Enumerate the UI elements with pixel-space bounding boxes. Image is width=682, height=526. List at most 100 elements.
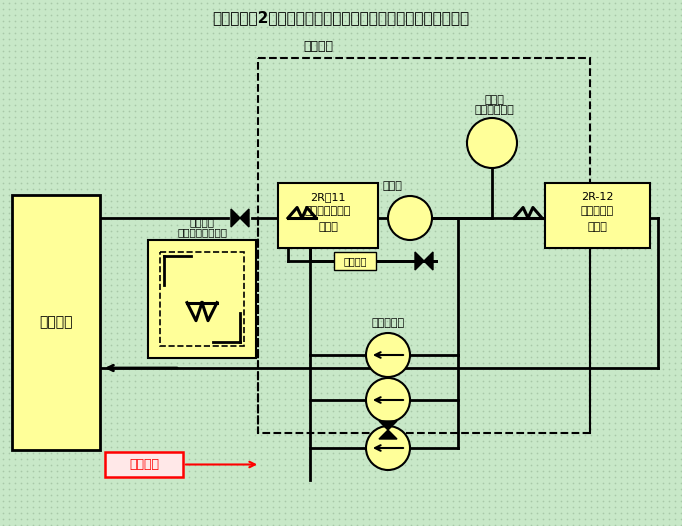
Point — [471, 269, 482, 277]
Point — [477, 497, 488, 505]
Point — [651, 197, 662, 205]
Point — [591, 41, 602, 49]
Point — [10, 269, 20, 277]
Point — [340, 263, 351, 271]
Point — [297, 479, 308, 487]
Point — [436, 23, 447, 31]
Point — [556, 11, 567, 19]
Point — [207, 119, 218, 127]
Point — [291, 197, 302, 205]
Point — [550, 461, 561, 469]
Point — [490, 371, 501, 379]
Point — [406, 161, 417, 169]
Point — [466, 131, 477, 139]
Point — [172, 335, 183, 343]
Point — [454, 95, 464, 103]
Point — [501, 35, 512, 43]
Point — [561, 509, 572, 517]
Point — [82, 17, 93, 25]
Point — [580, 149, 591, 157]
Point — [87, 215, 98, 223]
Point — [256, 329, 267, 337]
Point — [610, 191, 621, 199]
Point — [417, 479, 428, 487]
Point — [267, 209, 278, 217]
Point — [87, 497, 98, 505]
Point — [531, 365, 542, 373]
Point — [531, 263, 542, 271]
Point — [514, 329, 524, 337]
Point — [460, 263, 471, 271]
Point — [160, 155, 170, 163]
Point — [327, 503, 338, 511]
Point — [303, 377, 314, 385]
Point — [160, 137, 170, 145]
Point — [112, 383, 123, 391]
Point — [16, 233, 27, 241]
Point — [183, 233, 194, 241]
Point — [484, 377, 494, 385]
Point — [520, 0, 531, 7]
Point — [207, 209, 218, 217]
Point — [237, 335, 248, 343]
Point — [27, 299, 38, 307]
Point — [580, 479, 591, 487]
Point — [76, 149, 87, 157]
Point — [280, 347, 291, 355]
Point — [526, 311, 537, 319]
Point — [87, 329, 98, 337]
Point — [441, 491, 452, 499]
Point — [70, 119, 80, 127]
Point — [112, 341, 123, 349]
Point — [357, 371, 368, 379]
Point — [501, 83, 512, 91]
Point — [424, 509, 434, 517]
Point — [346, 407, 357, 415]
Point — [196, 119, 207, 127]
Point — [586, 521, 597, 526]
Point — [256, 71, 267, 79]
Point — [297, 467, 308, 475]
Point — [57, 449, 68, 457]
Point — [63, 29, 74, 37]
Point — [183, 59, 194, 67]
Point — [76, 317, 87, 325]
Point — [424, 419, 434, 427]
Point — [646, 305, 657, 313]
Point — [3, 281, 14, 289]
Point — [586, 173, 597, 181]
Point — [460, 71, 471, 79]
Point — [604, 197, 614, 205]
Point — [477, 515, 488, 523]
Point — [256, 107, 267, 115]
Point — [501, 53, 512, 61]
Point — [561, 473, 572, 481]
Point — [597, 179, 608, 187]
Point — [477, 221, 488, 229]
Point — [117, 413, 128, 421]
Point — [327, 113, 338, 121]
Point — [250, 53, 261, 61]
Point — [93, 29, 104, 37]
Point — [70, 101, 80, 109]
Point — [93, 233, 104, 241]
Point — [160, 467, 170, 475]
Point — [424, 53, 434, 61]
Point — [621, 269, 632, 277]
Point — [196, 5, 207, 13]
Point — [580, 455, 591, 463]
Point — [243, 89, 254, 97]
Point — [591, 401, 602, 409]
Point — [226, 233, 237, 241]
Point — [220, 29, 231, 37]
Point — [471, 167, 482, 175]
Point — [424, 143, 434, 151]
Point — [112, 257, 123, 265]
Point — [123, 245, 134, 253]
Point — [441, 47, 452, 55]
Point — [550, 227, 561, 235]
Point — [381, 479, 392, 487]
Point — [610, 161, 621, 169]
Point — [172, 521, 183, 526]
Point — [190, 11, 201, 19]
